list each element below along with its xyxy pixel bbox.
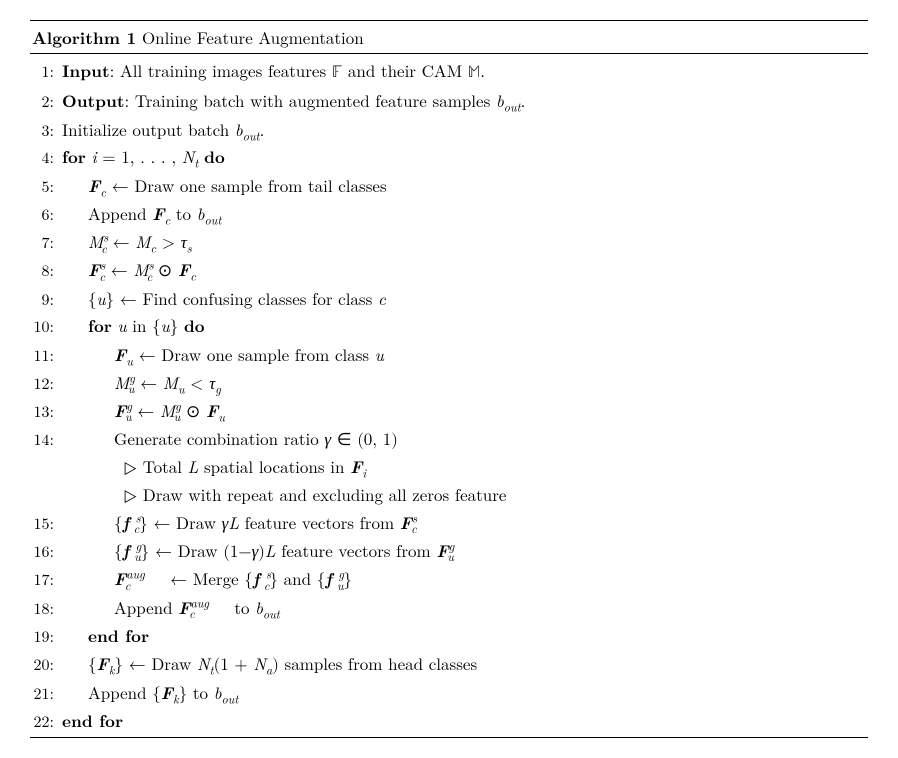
line-number: 16:: [30, 539, 62, 564]
line-content: Msc ← Mc > τs: [62, 228, 868, 254]
line-content: Fc ← Draw one sample from tail classes: [62, 172, 868, 199]
bottom-rule: [30, 737, 868, 738]
line-number: 5:: [30, 174, 62, 199]
line-content: Mgu ← Mu < τg: [62, 369, 868, 395]
line-content: end for: [62, 707, 868, 734]
algo-line: 13:Fgu ← Mgu ⊙ Fu: [30, 396, 868, 424]
line-number: 7:: [30, 230, 62, 255]
algo-line: 10:for u in {u} do: [30, 312, 868, 340]
algo-line: 5:Fc ← Draw one sample from tail classes: [30, 171, 868, 199]
line-number: 3:: [30, 118, 62, 143]
algo-line: 9:{u} ← Find confusing classes for class…: [30, 284, 868, 312]
line-number: 6:: [30, 202, 62, 227]
line-content: Fsc ← Msc ⊙ Fc: [62, 256, 868, 283]
line-number: 22:: [30, 709, 62, 734]
line-number: 4:: [30, 145, 62, 170]
line-content: end for: [62, 622, 868, 649]
line-content: Append {Fk} to bout: [62, 679, 868, 706]
line-content: ▷ Draw with repeat and excluding all zer…: [62, 481, 868, 507]
algorithm-container: Algorithm 1 Online Feature Augmentation …: [30, 20, 868, 738]
line-content: Append Fc to bout: [62, 200, 868, 227]
line-number: 14:: [30, 427, 62, 452]
algo-line: 6:Append Fc to bout: [30, 200, 868, 228]
algo-line: 3:Initialize output batch bout.: [30, 115, 868, 143]
line-content: Fgu ← Mgu ⊙ Fu: [62, 397, 868, 424]
algo-line: 16:{f gu} ← Draw (1−γ)L feature vectors …: [30, 536, 868, 564]
algo-line: 20:{Fk} ← Draw Nt(1 + Na) samples from h…: [30, 650, 868, 678]
algo-line: 15:{f sc} ← Draw γL feature vectors from…: [30, 508, 868, 536]
line-number: 10:: [30, 314, 62, 339]
algo-line: 12:Mgu ← Mu < τg: [30, 368, 868, 396]
line-content: Generate combination ratio γ ∈ (0, 1): [62, 425, 868, 451]
line-number: 12:: [30, 371, 62, 396]
line-number: 8:: [30, 258, 62, 283]
line-content: Append Faugc to bout: [62, 594, 868, 621]
line-content: {u} ← Find confusing classes for class c: [62, 285, 868, 311]
line-number: 17:: [30, 567, 62, 592]
algo-line: 18:Append Faugc to bout: [30, 593, 868, 621]
line-content: for i = 1, . . . , Nt do: [62, 143, 868, 170]
line-number: 19:: [30, 624, 62, 649]
line-content: Output: Training batch with augmented fe…: [62, 87, 868, 114]
algo-line: 2:Output: Training batch with augmented …: [30, 87, 868, 115]
algo-line: 8:Fsc ← Msc ⊙ Fc: [30, 256, 868, 284]
algo-line: ▷ Draw with repeat and excluding all zer…: [30, 481, 868, 508]
line-content: Input: All training images features 𝔽 an…: [62, 57, 868, 86]
line-content: Initialize output batch bout.: [62, 116, 868, 142]
algorithm-header: Algorithm 1 Online Feature Augmentation: [30, 21, 868, 53]
algo-line: 17:Faugc ← Merge {f sc} and {f gu}: [30, 565, 868, 593]
line-content: for u in {u} do: [62, 312, 868, 339]
line-number: 20:: [30, 652, 62, 677]
algo-line: 21:Append {Fk} to bout: [30, 678, 868, 706]
algo-line: 11:Fu ← Draw one sample from class u: [30, 340, 868, 368]
algo-line: ▷ Total L spatial locations in Fi: [30, 452, 868, 480]
line-number: 11:: [30, 343, 62, 368]
line-content: ▷ Total L spatial locations in Fi: [62, 453, 868, 480]
line-content: {Fk} ← Draw Nt(1 + Na) samples from head…: [62, 650, 868, 677]
line-number: 9:: [30, 287, 62, 312]
line-content: {f gu} ← Draw (1−γ)L feature vectors fro…: [62, 537, 868, 564]
algo-line: 19:end for: [30, 621, 868, 649]
algo-line: 14:Generate combination ratio γ ∈ (0, 1): [30, 425, 868, 453]
algorithm-label: Algorithm 1: [32, 26, 136, 50]
line-number: 1:: [30, 59, 62, 84]
line-number: 2:: [30, 89, 62, 114]
line-content: Faugc ← Merge {f sc} and {f gu}: [62, 565, 868, 592]
algo-line: 4:for i = 1, . . . , Nt do: [30, 143, 868, 171]
line-content: {f sc} ← Draw γL feature vectors from Fs…: [62, 509, 868, 536]
line-number: 15:: [30, 511, 62, 536]
line-number: 21:: [30, 681, 62, 706]
line-content: Fu ← Draw one sample from class u: [62, 341, 868, 368]
algo-line: 7:Msc ← Mc > τs: [30, 228, 868, 256]
algorithm-body: 1:Input: All training images features 𝔽 …: [30, 54, 868, 737]
line-number: 13:: [30, 399, 62, 424]
algorithm-title: Online Feature Augmentation: [142, 25, 364, 49]
algo-line: 1:Input: All training images features 𝔽 …: [30, 56, 868, 86]
line-number: 18:: [30, 596, 62, 621]
algo-line: 22:end for: [30, 707, 868, 735]
